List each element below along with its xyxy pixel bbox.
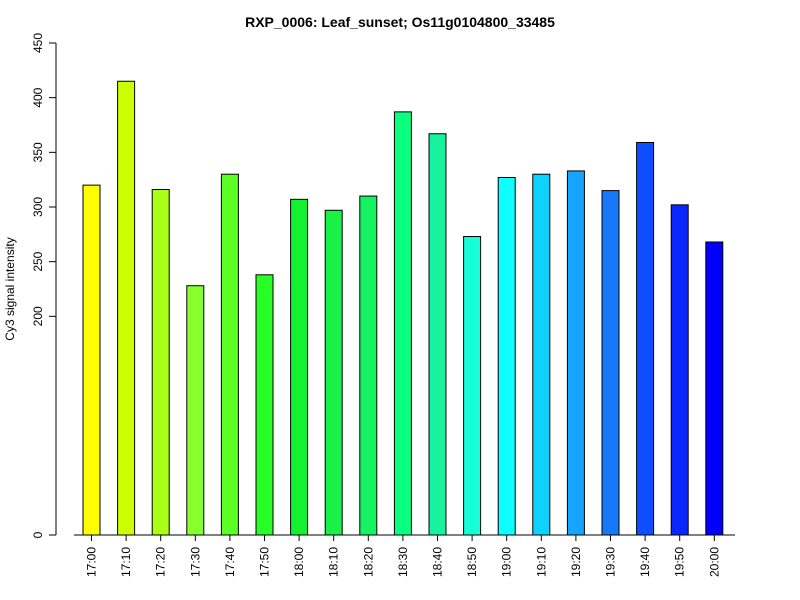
x-tick-label: 18:00: [292, 547, 306, 577]
x-tick-label: 18:40: [431, 547, 445, 577]
bar: [220, 173, 239, 536]
x-tick-label: 18:10: [327, 547, 341, 577]
x-tick-label: 17:00: [85, 547, 99, 577]
bar: [255, 274, 274, 536]
y-tick-label: 200: [31, 306, 45, 326]
y-tick-label: 300: [31, 197, 45, 217]
x-tick-label: 19:40: [638, 547, 652, 577]
x-tick-label: 19:00: [500, 547, 514, 577]
bar: [463, 236, 482, 536]
bar: [566, 170, 585, 536]
bar: [117, 80, 136, 536]
bar: [324, 209, 343, 536]
x-axis: 17:00 17:10 17:20 17:30 17:40 17:50 18:00 18:10…: [74, 534, 735, 577]
y-tick-label: 0: [31, 531, 45, 538]
y-tick-label: 250: [31, 251, 45, 271]
bar: [497, 176, 516, 536]
bars-group: [82, 80, 724, 536]
x-tick-label: 17:50: [258, 547, 272, 577]
x-tick-label: 20:00: [707, 547, 721, 577]
bar: [151, 189, 170, 536]
x-tick-label: 17:40: [223, 547, 237, 577]
x-tick-label: 18:50: [465, 547, 479, 577]
x-tick-label: 17:20: [154, 547, 168, 577]
bar: [290, 198, 309, 536]
x-tick-label: 18:20: [361, 547, 375, 577]
x-tick-label: 19:30: [604, 547, 618, 577]
y-tick-label: 450: [31, 33, 45, 53]
bar: [670, 204, 689, 536]
x-tick-label: 19:10: [534, 547, 548, 577]
chart-title: RXP_0006: Leaf_sunset; Os11g0104800_3348…: [245, 14, 555, 30]
x-tick-label: 19:20: [569, 547, 583, 577]
x-tick-label: 19:50: [673, 547, 687, 577]
bar: [393, 111, 412, 536]
y-tick-label: 350: [31, 142, 45, 162]
x-tick-label: 17:30: [188, 547, 202, 577]
bar: [705, 241, 724, 536]
bar: [82, 184, 101, 536]
y-tick-label: 400: [31, 87, 45, 107]
x-tick-label: 18:30: [396, 547, 410, 577]
bar: [428, 133, 447, 536]
y-axis: 0 200 250 300 350 400 450: [31, 33, 57, 538]
y-axis-label: Cy3 signal intensity: [3, 237, 17, 340]
x-tick-label: 17:10: [119, 547, 133, 577]
bar: [601, 190, 620, 536]
bar: [636, 141, 655, 536]
bar: [532, 173, 551, 536]
bar: [359, 195, 378, 536]
bar: [186, 285, 205, 536]
